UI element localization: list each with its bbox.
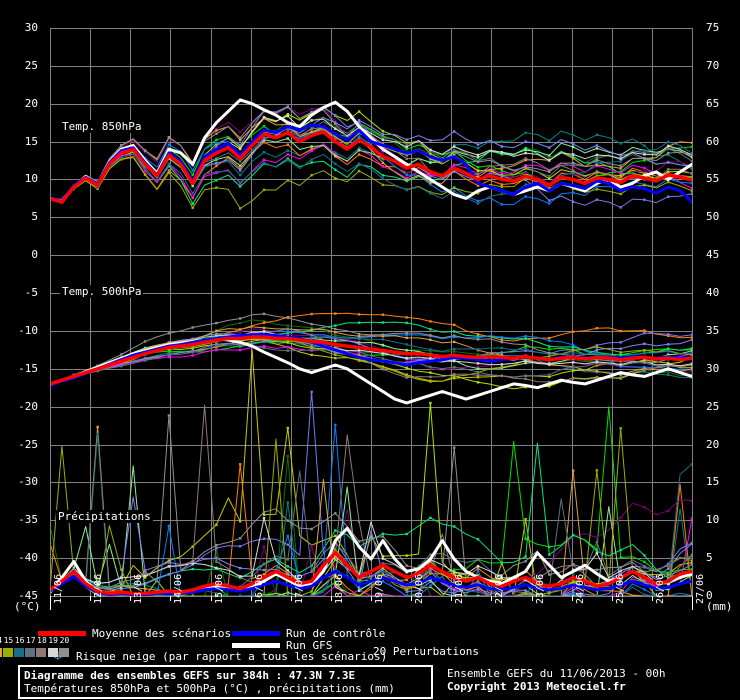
x-axis-tick: 12/06	[93, 573, 105, 604]
y-axis-left-tick: 25	[24, 58, 38, 72]
legend-snow-label: Risque neige (par rapport a tous les scé…	[76, 650, 388, 663]
y-axis-right-tick: 50	[706, 210, 720, 224]
x-axis-tick: 20/06	[414, 573, 426, 604]
y-axis-right-tick: 0	[706, 589, 713, 602]
copyright-text: Copyright 2013 Meteociel.fr	[447, 680, 626, 693]
ensemble-spaghetti-svg	[48, 28, 694, 610]
title-info-box: Diagramme des ensembles GEFS sur 384h : …	[18, 665, 433, 699]
legend-mean-label: Moyenne des scénarios	[92, 627, 232, 640]
perturbation-number: 15	[3, 636, 14, 645]
footer-info: Diagramme des ensembles GEFS sur 384h : …	[0, 665, 740, 700]
x-axis-tick: 27/06	[695, 573, 706, 604]
y-axis-left-tick: -5	[24, 286, 38, 300]
y-axis-left-tick: 0	[31, 248, 38, 262]
perturbation-number: 14	[0, 637, 3, 645]
page-title: Diagramme des ensembles GEFS sur 384h : …	[24, 669, 356, 682]
run-info-box: Ensemble GEFS du 11/06/2013 - 00h Copyri…	[443, 665, 726, 699]
y-axis-left-tick: 5	[31, 210, 38, 224]
panel-label-precipitations: Précipitations	[56, 510, 153, 523]
y-axis-left-tick: -45	[18, 589, 38, 602]
y-axis-left-tick: -25	[18, 437, 38, 451]
x-axis-tick: 19/06	[374, 573, 385, 604]
y-axis-left-tick: 10	[24, 172, 38, 186]
chart-plot-area: 30 25 20 15 10 5 0 -5 -10 -15 -20 -25 -30 -35 -40 -45 75…	[14, 21, 733, 613]
y-axis-left-tick: -15	[18, 361, 38, 375]
x-axis-tick: 21/06	[454, 573, 466, 604]
y-axis-left-tick: -10	[18, 323, 38, 337]
x-axis-tick: 23/06	[534, 573, 546, 604]
y-axis-right-tick: 55	[706, 172, 720, 186]
y-axis-right-unit: (mm)	[706, 600, 733, 613]
perturbation-number: 20	[59, 636, 70, 645]
perturbation-number: 19	[48, 636, 58, 645]
y-axis-left-tick: 30	[24, 21, 38, 34]
chart-legend: Moyenne des scénarios Run de contrôle Run …	[0, 620, 740, 665]
y-axis-right-tick: 35	[706, 323, 720, 337]
perturbation-number: 16	[14, 636, 25, 645]
y-axis-left-tick: 20	[24, 96, 38, 110]
perturbation-swatch	[25, 648, 36, 657]
y-axis-right-tick: 15	[706, 475, 720, 489]
page-subtitle: Températures 850hPa et 500hPa (°C) , pré…	[24, 682, 395, 695]
x-axis-tick: 16/06	[253, 573, 265, 604]
x-axis-tick: 14/06	[173, 573, 185, 604]
x-axis-tick: 22/06	[494, 573, 506, 604]
y-axis-left-tick: -30	[18, 475, 38, 489]
y-axis-left-tick: 15	[24, 134, 38, 148]
y-axis-right-tick: 25	[706, 399, 720, 413]
run-info: Ensemble GEFS du 11/06/2013 - 00h	[447, 667, 666, 680]
x-axis-tick: 13/06	[133, 573, 145, 604]
perturbation-swatch	[0, 648, 2, 657]
legend-control-swatch	[232, 631, 280, 636]
legend-control-label: Run de contrôle	[286, 627, 386, 640]
x-axis-tick: 26/06	[654, 573, 666, 604]
snowflake-icon: ❄	[54, 650, 62, 663]
perturbation-swatch	[47, 648, 58, 657]
y-axis-right-tick: 65	[706, 96, 720, 110]
perturbation-swatch	[14, 648, 24, 657]
legend-mean-swatch	[38, 631, 86, 636]
legend-perturbations-label: 20 Perturbations	[373, 645, 479, 658]
y-axis-right-tick: 40	[706, 286, 720, 300]
y-axis-right-tick: 75	[706, 21, 720, 34]
x-axis-tick: 18/06	[333, 573, 345, 604]
y-axis-left-tick: -20	[18, 399, 38, 413]
perturbation-number: 18	[37, 636, 47, 645]
perturbation-swatch	[36, 648, 47, 657]
panel-label-temp-850: Temp. 850hPa	[60, 120, 144, 133]
y-axis-left-tick: -40	[18, 551, 38, 565]
x-axis-tick: 24/06	[574, 573, 586, 604]
x-axis-tick: 15/06	[213, 573, 225, 604]
y-axis-right-tick: 60	[706, 134, 720, 148]
legend-gfs-label: Run GFS	[286, 639, 333, 652]
y-axis-right-tick: 10	[706, 513, 720, 527]
y-axis-right-tick: 5	[706, 551, 713, 565]
legend-gfs-swatch	[232, 643, 280, 648]
y-axis-right-tick: 70	[706, 58, 720, 72]
x-axis-tick: 17/06	[293, 573, 305, 604]
y-axis-right-tick: 30	[706, 361, 720, 375]
y-axis-left-unit: (°C)	[14, 600, 41, 613]
perturbation-swatch	[58, 648, 69, 657]
y-axis-right-tick: 20	[706, 437, 720, 451]
y-axis-right-tick: 45	[706, 248, 720, 262]
panel-label-temp-500: Temp. 500hPa	[60, 285, 144, 298]
y-axis-left-tick: -35	[18, 513, 38, 527]
x-axis-tick: 25/06	[614, 573, 626, 604]
perturbation-number: 17	[25, 636, 36, 645]
x-axis-tick: 11/06	[53, 573, 64, 604]
perturbation-swatch	[2, 648, 13, 657]
